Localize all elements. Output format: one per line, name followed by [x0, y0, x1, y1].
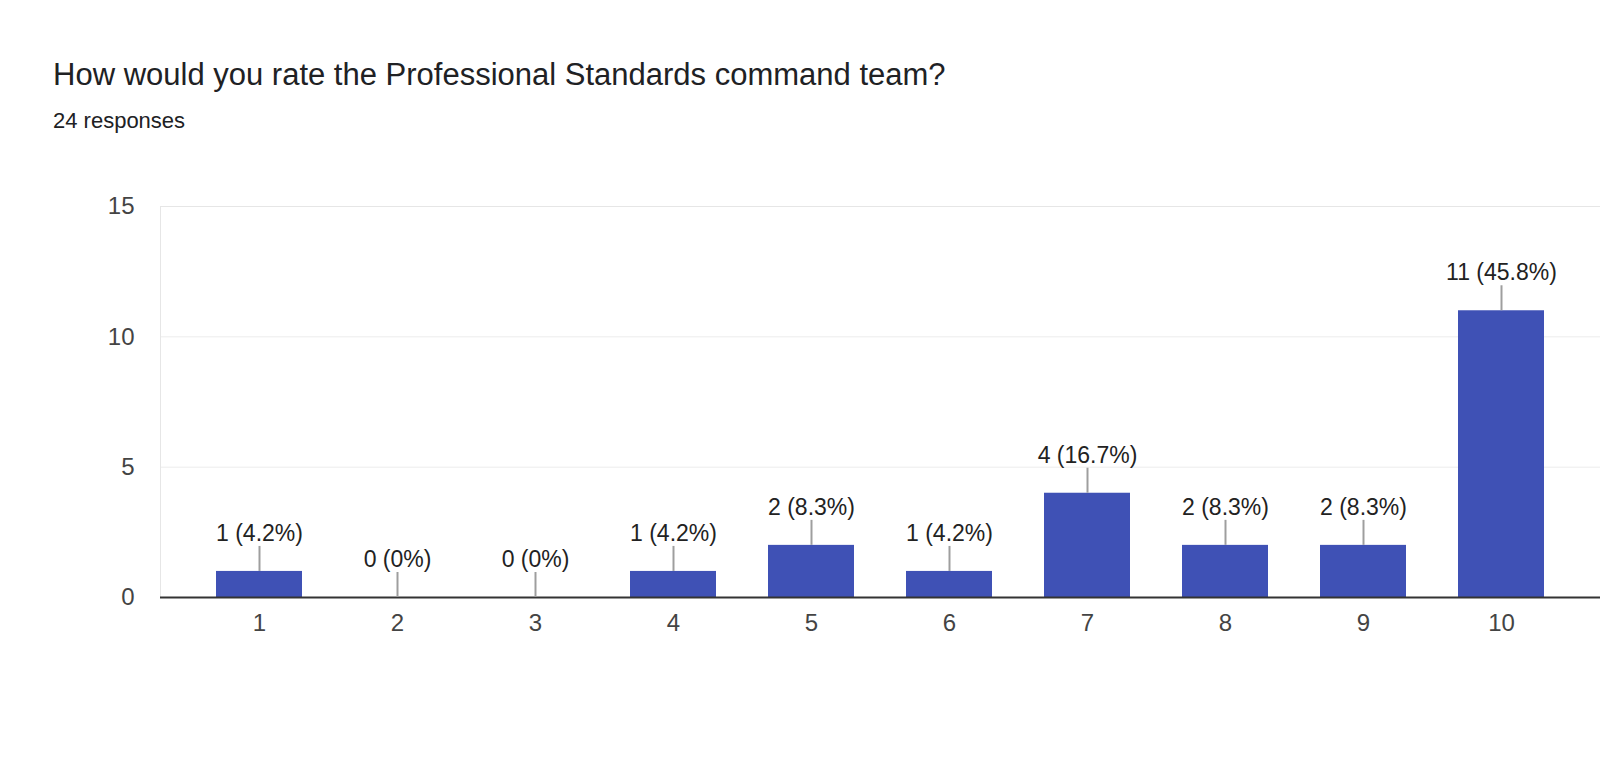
svg-text:4: 4 [667, 609, 680, 636]
svg-text:1 (4.2%): 1 (4.2%) [216, 520, 303, 546]
svg-text:5: 5 [805, 609, 818, 636]
svg-text:9: 9 [1357, 609, 1370, 636]
html-text:How would you rate the Profess: How would you rate the Professional Stan… [53, 57, 946, 92]
svg-text:3: 3 [529, 609, 542, 636]
svg-text:7: 7 [1081, 609, 1094, 636]
svg-text:0: 0 [121, 583, 134, 610]
svg-text:10: 10 [1488, 609, 1515, 636]
svg-text:10: 10 [108, 323, 135, 350]
svg-text:0 (0%): 0 (0%) [364, 546, 432, 572]
svg-text:6: 6 [943, 609, 956, 636]
svg-text:1 (4.2%): 1 (4.2%) [630, 520, 717, 546]
svg-text:1 (4.2%): 1 (4.2%) [906, 520, 993, 546]
svg-text:4 (16.7%): 4 (16.7%) [1038, 442, 1138, 468]
svg-text:2: 2 [391, 609, 404, 636]
svg-text:2 (8.3%): 2 (8.3%) [1182, 494, 1269, 520]
svg-text:2 (8.3%): 2 (8.3%) [768, 494, 855, 520]
svg-text:1: 1 [253, 609, 266, 636]
svg-text:2 (8.3%): 2 (8.3%) [1320, 494, 1407, 520]
svg-text:11 (45.8%): 11 (45.8%) [1446, 259, 1557, 285]
svg-text:15: 15 [108, 192, 135, 219]
html-text:24 responses: 24 responses [53, 108, 186, 133]
svg-text:0 (0%): 0 (0%) [502, 546, 570, 572]
svg-text:5: 5 [121, 453, 134, 480]
svg-text:8: 8 [1219, 609, 1232, 636]
